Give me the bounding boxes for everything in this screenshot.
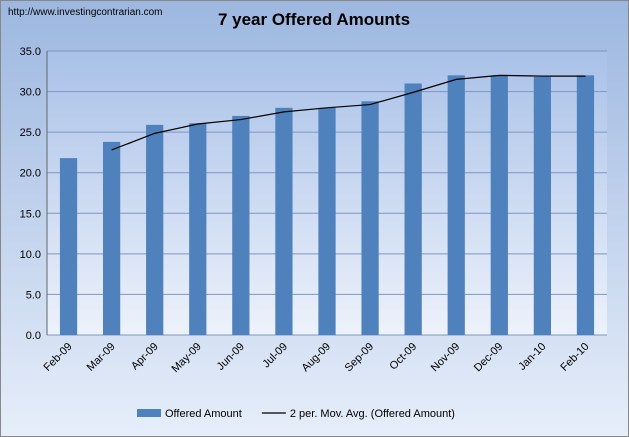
legend-swatch <box>137 409 161 417</box>
bar <box>275 107 293 335</box>
y-tick-label: 25.0 <box>20 127 41 139</box>
y-tick-label: 15.0 <box>20 208 41 220</box>
bar <box>447 75 465 335</box>
bar <box>361 101 379 336</box>
legend-label: Offered Amount <box>165 408 242 420</box>
bar <box>189 123 207 336</box>
y-tick-label: 0.0 <box>26 330 41 342</box>
legend-label: 2 per. Mov. Avg. (Offered Amount) <box>290 408 455 420</box>
chart-title: 7 year Offered Amounts <box>218 10 410 29</box>
y-tick-label: 30.0 <box>20 87 41 99</box>
bar <box>103 141 121 335</box>
bar <box>232 115 250 336</box>
moving-average-line <box>111 74 586 151</box>
y-tick-label: 35.0 <box>20 46 41 58</box>
bar <box>146 124 164 335</box>
watermark: http://www.investingcontrarian.com <box>8 7 163 18</box>
y-tick-label: 10.0 <box>20 249 41 261</box>
bar <box>318 107 336 335</box>
y-tick-label: 20.0 <box>20 168 41 180</box>
bar <box>533 76 551 336</box>
bar <box>404 83 422 335</box>
y-tick-label: 5.0 <box>26 289 41 301</box>
bar <box>59 158 78 335</box>
bar <box>576 75 595 335</box>
bar <box>490 75 508 335</box>
